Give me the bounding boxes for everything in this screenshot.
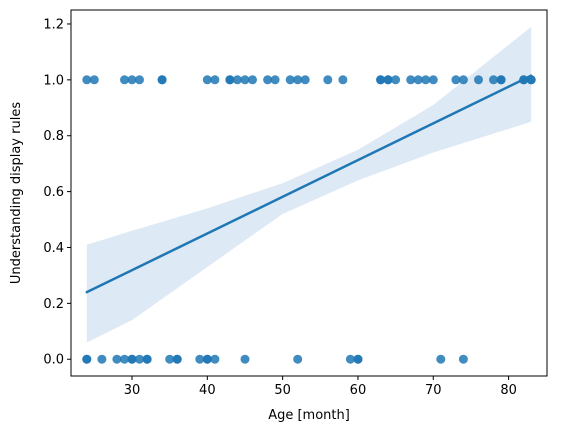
data-point: [270, 75, 280, 85]
data-point: [127, 75, 137, 85]
data-point: [376, 75, 386, 85]
x-tick-label: 70: [425, 383, 442, 398]
regression-line: [85, 74, 533, 294]
regression-line-layer: [85, 74, 533, 294]
data-point: [225, 75, 235, 85]
data-point: [120, 75, 129, 85]
data-point: [172, 354, 182, 364]
data-point: [293, 75, 303, 85]
data-point: [496, 75, 506, 85]
data-point: [353, 354, 363, 364]
data-point: [458, 354, 468, 364]
data-point: [195, 354, 205, 364]
points-layer: [82, 75, 536, 364]
data-point: [165, 354, 175, 364]
data-point: [458, 75, 468, 85]
data-point: [474, 75, 483, 85]
data-point: [248, 75, 257, 85]
data-point: [157, 75, 167, 85]
y-tick-label: 0.2: [43, 297, 64, 312]
data-point: [135, 75, 144, 85]
data-point: [120, 354, 129, 364]
data-point: [142, 354, 152, 364]
y-tick-label: 0.4: [43, 241, 64, 256]
y-tick-label: 0.0: [43, 353, 64, 368]
data-point: [391, 75, 401, 85]
x-tick-label: 80: [500, 383, 517, 398]
data-point: [97, 354, 107, 364]
data-point: [345, 354, 355, 364]
data-point: [240, 354, 250, 364]
x-tick-label: 40: [199, 383, 216, 398]
x-tick-label: 50: [274, 383, 291, 398]
data-point: [413, 75, 423, 85]
data-point: [82, 75, 92, 85]
x-axis-label: Age [month]: [268, 408, 350, 423]
data-point: [82, 354, 92, 364]
data-point: [428, 75, 438, 85]
data-point: [112, 354, 122, 364]
data-point: [240, 75, 250, 85]
data-point: [406, 75, 416, 85]
data-point: [451, 75, 461, 85]
data-point: [263, 75, 273, 85]
data-point: [293, 354, 303, 364]
data-point: [383, 75, 393, 85]
data-point: [489, 75, 498, 85]
data-point: [127, 354, 137, 364]
y-tick-label: 1.2: [43, 17, 64, 32]
data-point: [210, 75, 220, 85]
data-point: [89, 75, 99, 85]
y-tick-label: 0.8: [43, 129, 64, 144]
x-axis-ticks: 30 40 50 60 70 80: [124, 376, 517, 398]
data-point: [300, 75, 310, 85]
data-point: [338, 75, 348, 85]
y-tick-label: 0.6: [43, 185, 64, 200]
data-point: [436, 354, 446, 364]
y-axis-label: Understanding display rules: [9, 102, 24, 284]
data-point: [285, 75, 295, 85]
y-axis-ticks: 0.0 0.2 0.4 0.6 0.8 1.0 1.2: [43, 17, 71, 368]
data-point: [323, 75, 333, 85]
data-point: [202, 75, 212, 85]
x-tick-label: 60: [350, 383, 367, 398]
data-point: [135, 354, 144, 364]
data-point: [232, 75, 242, 85]
x-tick-label: 30: [124, 383, 141, 398]
data-point: [210, 354, 220, 364]
y-tick-label: 1.0: [43, 73, 64, 88]
data-point: [202, 354, 212, 364]
data-point: [421, 75, 431, 85]
plot-frame: [70, 9, 548, 377]
